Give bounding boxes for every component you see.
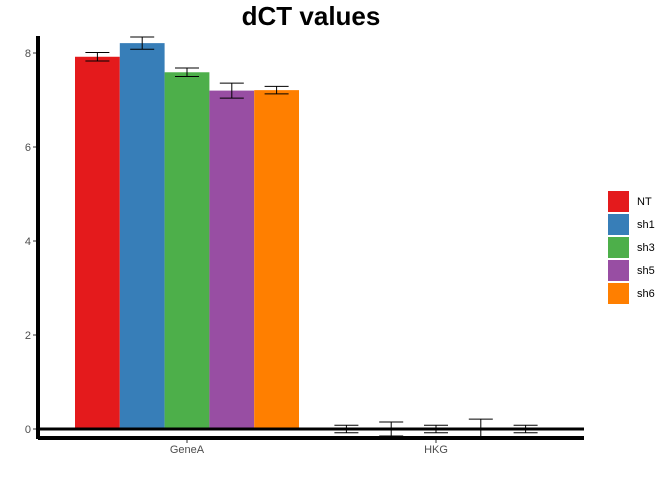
- bar-sh6-GeneA: [254, 90, 299, 429]
- legend-label-sh5: sh5: [637, 265, 655, 277]
- y-axis-ticks: 0 2 4 6 8: [25, 48, 36, 436]
- y-tick-label: 0: [25, 424, 31, 436]
- legend-label-NT: NT: [637, 196, 652, 208]
- bar-sh1-GeneA: [119, 43, 165, 429]
- legend-label-sh1: sh1: [637, 219, 655, 231]
- bar-sh5-GeneA: [209, 90, 255, 429]
- legend-swatch-NT: [608, 191, 629, 212]
- legend-swatch-sh1: [608, 214, 629, 235]
- y-tick-label: 4: [25, 236, 31, 248]
- legend-swatch-sh3: [608, 237, 629, 258]
- legend-swatch-sh6: [608, 283, 629, 304]
- x-axis-ticks: GeneA HKG: [170, 440, 448, 456]
- bars-group: [75, 43, 299, 430]
- legend: NT sh1 sh3 sh5 sh6: [608, 191, 655, 304]
- y-tick-label: 2: [25, 330, 31, 342]
- bar-NT-GeneA: [75, 56, 120, 429]
- legend-label-sh3: sh3: [637, 242, 655, 254]
- legend-label-sh6: sh6: [637, 288, 655, 300]
- y-tick-label: 6: [25, 142, 31, 154]
- legend-swatch-sh5: [608, 260, 629, 281]
- error-bars-group: [85, 36, 538, 440]
- x-tick-label: HKG: [424, 444, 448, 456]
- bar-sh3-GeneA: [164, 72, 210, 430]
- y-tick-label: 8: [25, 48, 31, 60]
- x-tick-label: GeneA: [170, 444, 205, 456]
- chart-title: dCT values: [242, 1, 381, 31]
